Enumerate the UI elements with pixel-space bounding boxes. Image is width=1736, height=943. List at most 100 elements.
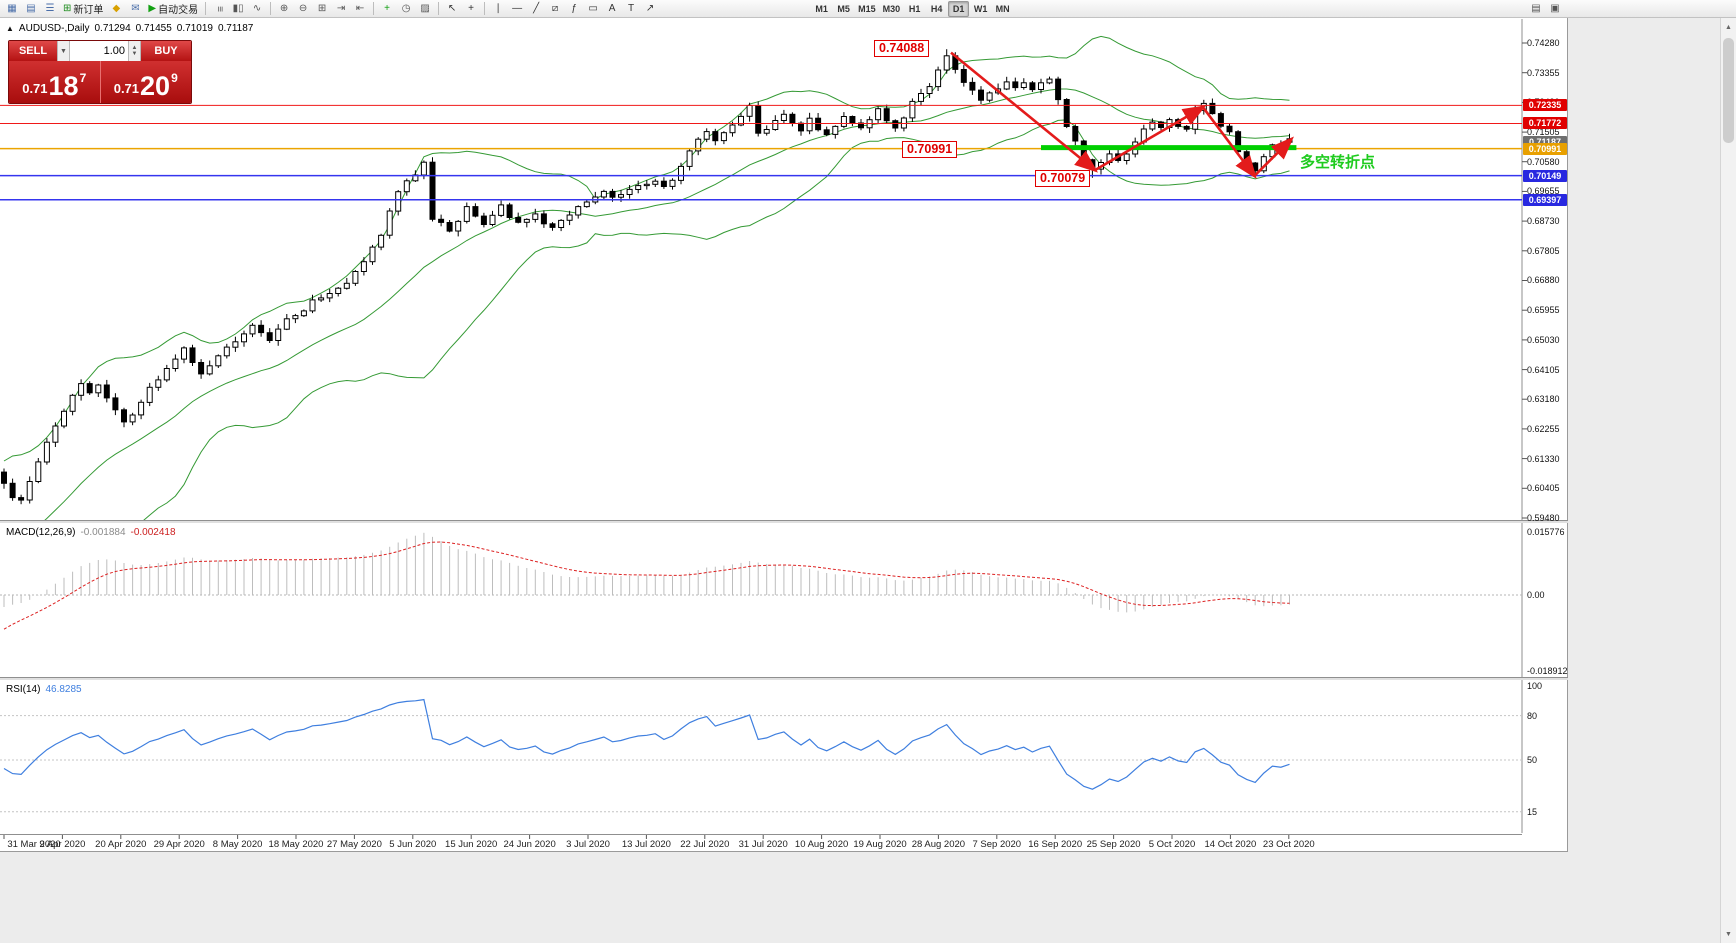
chart-bars-icon[interactable]: ≡ bbox=[210, 1, 228, 17]
full-screen-icon[interactable]: ▣ bbox=[1546, 1, 1564, 17]
zoom-in-icon[interactable]: ⊕ bbox=[275, 1, 293, 17]
buy-price-pips: 20 bbox=[140, 71, 171, 102]
auto-scroll-icon[interactable]: ⇥ bbox=[332, 1, 350, 17]
print-icon[interactable]: ▤ bbox=[1527, 1, 1545, 17]
price-axis-label: 0.67805 bbox=[1527, 245, 1560, 256]
vertical-line-icon[interactable]: ∣ bbox=[489, 1, 507, 17]
scrollbar-thumb[interactable] bbox=[1723, 38, 1734, 143]
zoom-out-icon[interactable]: ⊖ bbox=[294, 1, 312, 17]
buy-price-display[interactable]: 0.71 20 9 bbox=[99, 61, 192, 103]
periods-icon[interactable]: ◷ bbox=[397, 1, 415, 17]
shapes-icon[interactable]: ▭ bbox=[584, 1, 602, 17]
rsi-value: 46.8285 bbox=[45, 684, 82, 695]
price-axis-label: 0.66880 bbox=[1527, 275, 1560, 286]
tile-windows-icon: ⊞ bbox=[317, 2, 327, 14]
horizontal-line-icon[interactable]: ― bbox=[508, 1, 526, 17]
panel-splitter-macd[interactable] bbox=[0, 520, 1568, 523]
chart-line-icon[interactable]: ∿ bbox=[248, 1, 266, 17]
price-callout-peak[interactable]: 0.74088 bbox=[874, 40, 930, 57]
date-axis-label: 10 Aug 2020 bbox=[794, 839, 849, 850]
sell-price-pips: 18 bbox=[48, 71, 79, 102]
chart-line-icon: ∿ bbox=[252, 2, 262, 14]
timeframe-h1-button[interactable]: H1 bbox=[908, 3, 921, 14]
vertical-line-icon: ∣ bbox=[495, 2, 501, 14]
templates-icon: ▨ bbox=[420, 2, 430, 14]
fibonacci-icon[interactable]: ƒ bbox=[565, 1, 583, 17]
sell-button[interactable]: SELL bbox=[9, 41, 57, 61]
timeframe-m30-button[interactable]: M30 bbox=[882, 3, 901, 14]
vertical-scrollbar[interactable]: ▲ ▼ bbox=[1720, 18, 1736, 943]
alerts-icon[interactable]: ✉ bbox=[126, 1, 144, 17]
arrow-tools-icon[interactable]: ↗ bbox=[641, 1, 659, 17]
cursor-icon: ↖ bbox=[447, 2, 457, 14]
autotrading-label: 自动交易 bbox=[158, 5, 199, 16]
metaeditor-icon[interactable]: ◆ bbox=[107, 1, 125, 17]
toolbar-separator bbox=[373, 2, 375, 15]
date-axis-label: 22 Jul 2020 bbox=[680, 839, 730, 850]
trendline-icon: ╱ bbox=[533, 2, 540, 14]
lot-stepper[interactable]: ▲ ▼ bbox=[128, 41, 141, 61]
text-icon: A bbox=[608, 2, 616, 14]
date-axis-label: 5 Oct 2020 bbox=[1148, 839, 1196, 850]
panel-splitter-rsi[interactable] bbox=[0, 677, 1568, 680]
time-axis[interactable]: 31 Mar 2020 9 Apr 2020 20 Apr 2020 29 Apr 2… bbox=[0, 834, 1522, 852]
order-type-dropdown-icon[interactable]: ▼ bbox=[57, 41, 70, 61]
sell-price-big: 0.71 bbox=[22, 81, 48, 96]
date-axis-label: 5 Jun 2020 bbox=[389, 839, 437, 850]
timeframe-m15-button[interactable]: M15 bbox=[858, 3, 876, 14]
chart-shift-icon[interactable]: ⇤ bbox=[351, 1, 369, 17]
text-icon[interactable]: A bbox=[603, 1, 621, 17]
horizontal-line-icon: ― bbox=[512, 2, 523, 14]
print-icon: ▤ bbox=[1531, 2, 1541, 14]
macd-signal-value: -0.002418 bbox=[130, 527, 176, 538]
new-order-button[interactable]: ⊞ 新订单 bbox=[60, 1, 106, 17]
trendline-icon[interactable]: ╱ bbox=[527, 1, 545, 17]
price-axis-label: 0.59480 bbox=[1527, 512, 1560, 523]
scroll-down-icon[interactable]: ▼ bbox=[1725, 930, 1732, 938]
zoom-in-icon: ⊕ bbox=[279, 2, 289, 14]
cursor-icon[interactable]: ↖ bbox=[443, 1, 461, 17]
chart-window-audusd-daily[interactable] bbox=[0, 18, 1568, 852]
crosshair-icon[interactable]: + bbox=[462, 1, 480, 17]
market-watch-icon[interactable]: ☰ bbox=[41, 1, 59, 17]
text-label-icon[interactable]: T bbox=[622, 1, 640, 17]
macd-name: MACD(12,26,9) bbox=[6, 527, 76, 538]
timeframe-m1-button[interactable]: M1 bbox=[815, 3, 828, 14]
tile-windows-icon[interactable]: ⊞ bbox=[313, 1, 331, 17]
date-axis-label: 15 Jun 2020 bbox=[445, 839, 498, 850]
scroll-up-icon[interactable]: ▲ bbox=[1725, 23, 1732, 31]
chart-candles-icon[interactable]: ▮▯ bbox=[229, 1, 247, 17]
lot-size-value: 1.00 bbox=[103, 45, 125, 57]
chinese-annotation-turning-point[interactable]: 多空转折点 bbox=[1300, 154, 1376, 171]
toolbar-separator bbox=[484, 2, 486, 15]
price-axis[interactable]: 0.742800.733550.724300.715050.705800.696… bbox=[1522, 18, 1568, 852]
price-callout-low[interactable]: 0.70079 bbox=[1035, 170, 1091, 187]
date-axis-label: 28 Aug 2020 bbox=[911, 839, 966, 850]
timeframe-mn-button[interactable]: MN bbox=[995, 3, 1010, 14]
timeframe-d1-button[interactable]: D1 bbox=[948, 0, 970, 17]
new-order-icon: ⊞ bbox=[63, 2, 72, 14]
profiles-icon[interactable]: ▤ bbox=[22, 1, 40, 17]
auto-scroll-icon: ⇥ bbox=[336, 2, 346, 14]
collapse-panel-icon[interactable]: ▲ bbox=[6, 24, 14, 33]
sell-price-display[interactable]: 0.71 18 7 bbox=[9, 61, 100, 103]
periods-icon: ◷ bbox=[401, 2, 411, 14]
symbol-period-label: AUDUSD-,Daily bbox=[18, 23, 90, 34]
lot-decrease-icon[interactable]: ▼ bbox=[131, 51, 138, 57]
timeframe-h4-button[interactable]: H4 bbox=[930, 3, 943, 14]
zoom-out-icon: ⊖ bbox=[298, 2, 308, 14]
timeframe-w1-button[interactable]: W1 bbox=[973, 3, 988, 14]
price-callout-pivot[interactable]: 0.70991 bbox=[902, 141, 958, 158]
timeframe-m5-button[interactable]: M5 bbox=[837, 3, 850, 14]
new-chart-icon[interactable]: ▦ bbox=[3, 1, 21, 17]
chart-shift-icon: ⇤ bbox=[355, 2, 365, 14]
templates-icon[interactable]: ▨ bbox=[416, 1, 434, 17]
buy-button[interactable]: BUY bbox=[141, 41, 191, 61]
autotrading-button[interactable]: ▶ 自动交易 bbox=[145, 1, 201, 17]
macd-axis-label: 0.015776 bbox=[1527, 526, 1565, 537]
price-axis-label: 0.64105 bbox=[1527, 364, 1560, 375]
indicators-icon[interactable]: + bbox=[378, 1, 396, 17]
channel-icon[interactable]: ⧄ bbox=[546, 1, 564, 17]
lot-size-field[interactable]: 1.00 bbox=[70, 41, 128, 61]
